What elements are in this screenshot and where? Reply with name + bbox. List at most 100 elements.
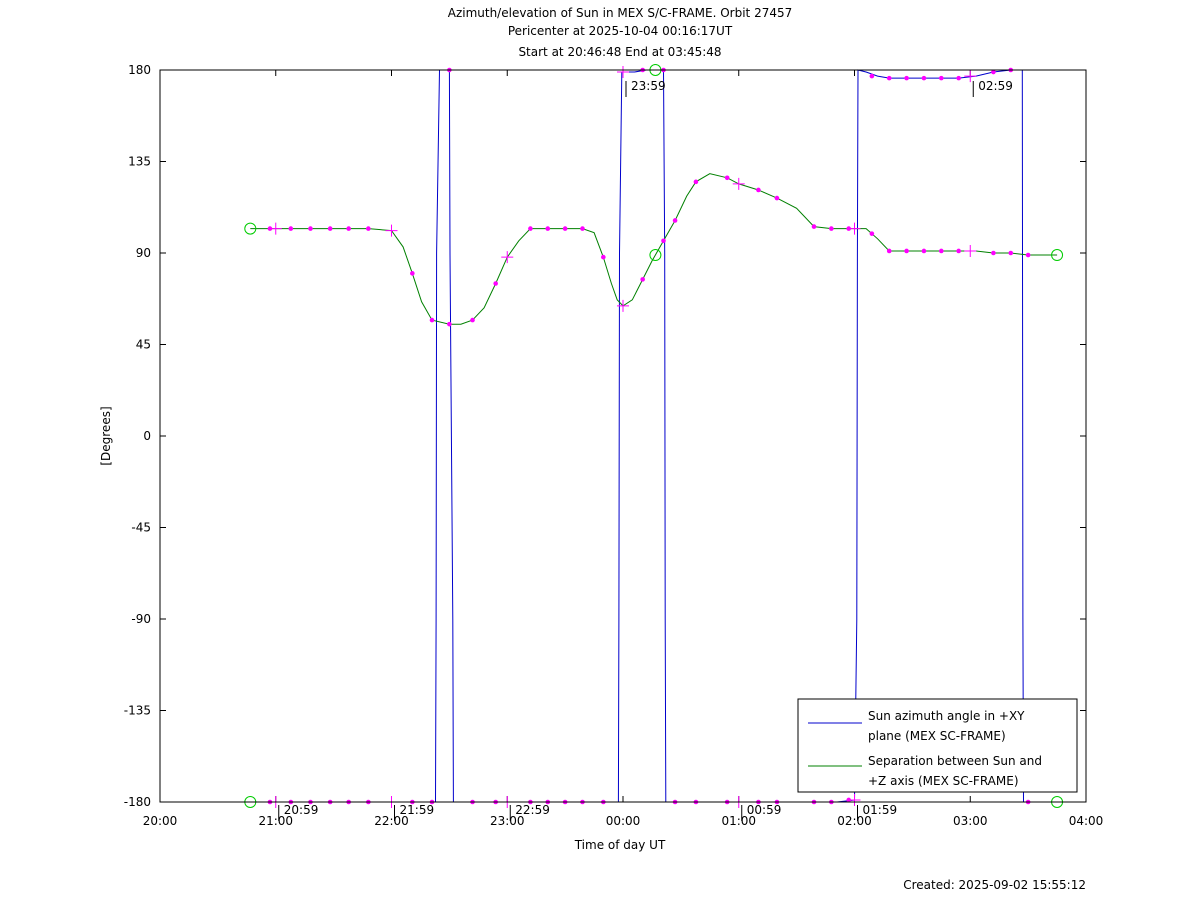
data-point-dot: [601, 254, 606, 260]
chart-title-line-3: Start at 20:46:48 End at 03:45:48: [518, 45, 721, 59]
hour-cross-marker: [269, 222, 282, 235]
data-point-dot: [580, 226, 585, 231]
data-point-dot: [410, 271, 415, 276]
data-point-dot: [693, 179, 699, 185]
data-point-dot: [904, 248, 909, 254]
x-tick-label: 03:00: [953, 814, 988, 828]
series-lines: [250, 69, 1058, 803]
data-point-dot: [661, 238, 666, 244]
data-point-dot: [528, 226, 533, 231]
annotation-label: 20:59: [284, 803, 319, 817]
data-point-dot: [811, 224, 817, 229]
legend-label-separation-line-2: +Z axis (MEX SC-FRAME): [868, 774, 1019, 788]
y-tick-label: -45: [131, 521, 151, 535]
endpoint-circle-marker: [649, 249, 662, 262]
data-point-dot: [346, 226, 351, 231]
data-point-dot: [327, 226, 333, 231]
x-tick-label: 04:00: [1069, 814, 1104, 828]
legend-label-azimuth-line-1: Sun azimuth angle in +XY: [868, 709, 1025, 723]
data-point-dot: [672, 218, 678, 223]
y-tick-label: -90: [131, 612, 151, 626]
hour-cross-marker: [848, 793, 861, 806]
endpoint-circle-marker: [1051, 249, 1064, 262]
data-point-dot: [545, 226, 551, 231]
annotation-label: 01:59: [863, 803, 898, 817]
y-tick-label: 180: [128, 63, 151, 77]
data-point-dot: [939, 248, 944, 254]
endpoint-circle-marker: [244, 222, 257, 235]
y-tick-label: 135: [128, 155, 151, 169]
y-tick-label: 90: [136, 246, 151, 260]
x-tick-labels: 20:00 21:00 22:00 23:00 00:00 01:00 02:00 03:00…: [143, 814, 1104, 828]
data-point-dot: [288, 226, 294, 231]
data-point-dot: [921, 248, 927, 254]
series-markers: [244, 64, 1064, 808]
data-point-dot: [991, 250, 996, 256]
data-point-dot: [366, 226, 371, 231]
x-tick-label: 23:00: [490, 814, 525, 828]
data-point-dot: [562, 226, 568, 231]
chart-title: Azimuth/elevation of Sun in MEX S/C-FRAM…: [448, 6, 793, 59]
y-tick-label: 45: [136, 338, 151, 352]
y-tick-label: -135: [124, 704, 151, 718]
legend: Sun azimuth angle in +XY plane (MEX SC-F…: [797, 698, 1078, 793]
x-tick-label: 02:00: [837, 814, 872, 828]
chart-title-line-2: Pericenter at 2025-10-04 00:16:17UT: [508, 24, 733, 38]
y-axis-label: [Degrees]: [99, 406, 113, 465]
data-point-dot: [429, 317, 435, 323]
hour-cross-marker: [617, 66, 629, 79]
azimuth-series-line: [250, 69, 1058, 803]
data-point-dot: [1025, 252, 1031, 258]
x-tick-label: 21:00: [258, 814, 293, 828]
annotation-label: 02:59: [978, 79, 1013, 93]
time-annotations: 20:59 21:59 22:59 23:59 00:59 01:59 02:59: [278, 79, 1013, 821]
x-tick-label: 01:00: [721, 814, 756, 828]
data-point-dot: [886, 75, 892, 81]
data-point-dot: [724, 175, 730, 181]
hour-cross-marker: [964, 70, 977, 83]
hour-cross-marker: [848, 222, 861, 235]
axis-ticks: [159, 69, 1087, 803]
data-point-dot: [756, 187, 761, 193]
separation-series-line: [250, 173, 1058, 325]
x-axis-label: Time of day UT: [574, 838, 666, 852]
y-tick-labels: 180 135 90 45 0 -45 -90 -135 -180: [124, 63, 151, 809]
data-point-dot: [308, 226, 313, 231]
data-point-dot: [869, 73, 875, 79]
data-point-dot: [904, 75, 909, 81]
legend-label-azimuth-line-2: plane (MEX SC-FRAME): [868, 729, 1006, 743]
hour-cross-marker: [501, 251, 514, 264]
annotation-label: 23:59: [631, 79, 666, 93]
data-point-dot: [1008, 250, 1014, 256]
data-point-dot: [921, 75, 927, 81]
y-tick-label: -180: [124, 795, 151, 809]
data-point-dot: [991, 69, 996, 75]
data-point-dot: [956, 248, 961, 254]
hour-cross-marker: [385, 224, 398, 237]
data-point-dot: [470, 317, 475, 323]
y-tick-label: 0: [143, 429, 151, 443]
x-tick-label: 00:00: [606, 814, 641, 828]
hour-cross-marker: [964, 244, 977, 257]
legend-label-separation-line-1: Separation between Sun and: [868, 754, 1042, 768]
data-point-dot: [640, 277, 645, 282]
hour-cross-marker: [732, 177, 745, 190]
x-tick-label: 22:00: [374, 814, 409, 828]
data-point-dot: [774, 195, 780, 201]
plot-area-frame: [159, 69, 1087, 803]
data-point-dot: [956, 75, 961, 81]
data-point-dot: [829, 226, 834, 231]
hour-cross-marker: [617, 299, 629, 312]
created-timestamp: Created: 2025-09-02 15:55:12: [903, 878, 1086, 892]
data-point-dot: [447, 321, 452, 327]
legend-box: [797, 698, 1078, 793]
x-tick-label: 20:00: [143, 814, 178, 828]
annotation-label: 00:59: [747, 803, 782, 817]
chart-title-line-1: Azimuth/elevation of Sun in MEX S/C-FRAM…: [448, 6, 793, 20]
data-point-dot: [493, 281, 498, 286]
data-point-dot: [886, 248, 892, 254]
annotation-label: 22:59: [515, 803, 550, 817]
data-point-dot: [869, 231, 875, 236]
annotation-label: 21:59: [400, 803, 435, 817]
